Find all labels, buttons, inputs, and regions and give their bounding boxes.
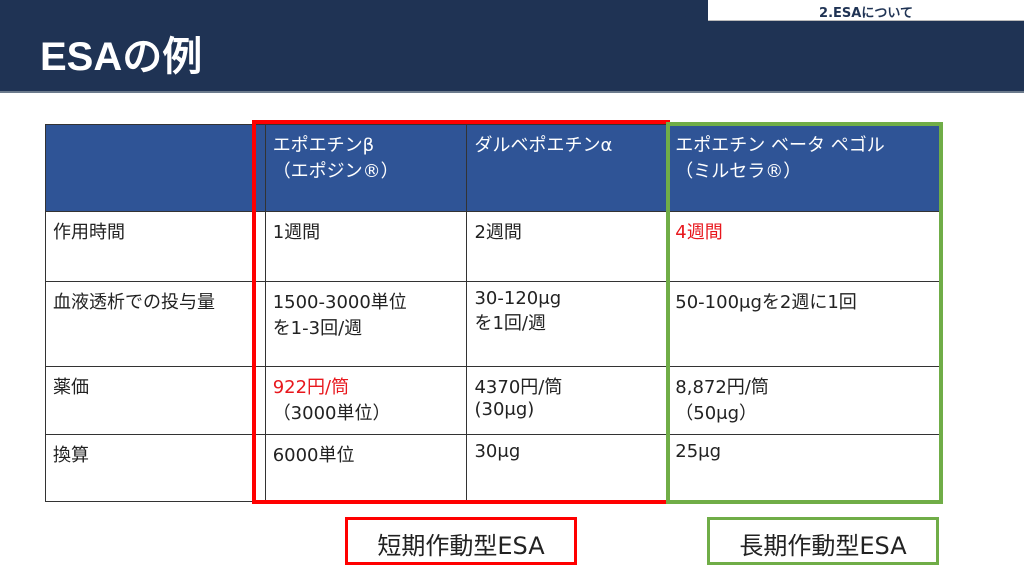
row-label: 換算 bbox=[45, 434, 266, 502]
header-text: エポエチン ベータ ペゴル bbox=[675, 135, 885, 156]
row-label: 血液透析での投与量 bbox=[45, 281, 266, 367]
header-mircera: エポエチン ベータ ペゴル （ミルセラ®） bbox=[667, 124, 940, 212]
table-row: 薬価 922円/筒 （3000単位） 4370円/筒 (30μg) 8,872円/筒… bbox=[45, 366, 940, 435]
cell-line: （3000単位） bbox=[272, 403, 391, 424]
page-title: ESAの例 bbox=[40, 35, 203, 79]
table-cell: 50-100μgを2週に1回 bbox=[667, 281, 940, 367]
table-row: 血液透析での投与量 1500-3000単位 を1-3回/週 30-120μg を1回… bbox=[45, 281, 940, 367]
table-row: 作用時間 1週間 2週間 4週間 bbox=[45, 211, 940, 282]
header-darbepoetin: ダルベポエチンα bbox=[466, 124, 669, 212]
table-cell: 922円/筒 （3000単位） bbox=[264, 366, 468, 435]
table-cell: 8,872円/筒 （50μg） bbox=[667, 366, 940, 435]
row-label: 作用時間 bbox=[45, 211, 266, 282]
header-text: （ミルセラ®） bbox=[675, 161, 802, 182]
cell-line: 8,872円/筒 bbox=[675, 377, 769, 398]
cell-line: (30μg) bbox=[474, 399, 535, 420]
table-header-row: エポエチンβ （エポジン®） ダルベポエチンα エポエチン ベータ ペゴル （ミルセ… bbox=[45, 124, 940, 212]
cell-line: を1回/週 bbox=[474, 313, 547, 334]
cell-line: 1500-3000単位 bbox=[272, 292, 407, 313]
cell-line: 4370円/筒 bbox=[474, 377, 563, 398]
table-cell: 25μg bbox=[667, 434, 940, 502]
table-cell: 2週間 bbox=[466, 211, 669, 282]
table-cell: 1週間 bbox=[264, 211, 468, 282]
header-text: ダルベポエチンα bbox=[474, 135, 613, 156]
row-label: 薬価 bbox=[45, 366, 266, 435]
table-row: 換算 6000単位 30μg 25μg bbox=[45, 434, 940, 502]
table-cell: 30-120μg を1回/週 bbox=[466, 281, 669, 367]
cell-line: を1-3回/週 bbox=[272, 318, 363, 339]
cell-line: 922円/筒 bbox=[272, 377, 350, 398]
short-acting-label: 短期作動型ESA bbox=[345, 517, 577, 565]
header-text: エポエチンβ bbox=[272, 135, 375, 156]
esa-table: エポエチンβ （エポジン®） ダルベポエチンα エポエチン ベータ ペゴル （ミルセ… bbox=[45, 124, 940, 502]
long-acting-label: 長期作動型ESA bbox=[707, 517, 939, 565]
section-tab: 2.ESAについて bbox=[708, 0, 1024, 21]
table-cell: 1500-3000単位 を1-3回/週 bbox=[264, 281, 468, 367]
header-cell-empty bbox=[45, 124, 266, 212]
long-acting-outline bbox=[666, 122, 943, 504]
cell-line: （50μg） bbox=[675, 403, 758, 424]
header-epoetin-beta: エポエチンβ （エポジン®） bbox=[264, 124, 468, 212]
header-text: （エポジン®） bbox=[272, 161, 399, 182]
table-cell: 4370円/筒 (30μg) bbox=[466, 366, 669, 435]
section-tab-label: 2.ESAについて bbox=[819, 6, 913, 21]
cell-line: 30-120μg bbox=[474, 288, 562, 309]
tab-cut bbox=[680, 0, 708, 20]
table-cell: 6000単位 bbox=[264, 434, 468, 502]
short-acting-outline bbox=[252, 120, 670, 504]
